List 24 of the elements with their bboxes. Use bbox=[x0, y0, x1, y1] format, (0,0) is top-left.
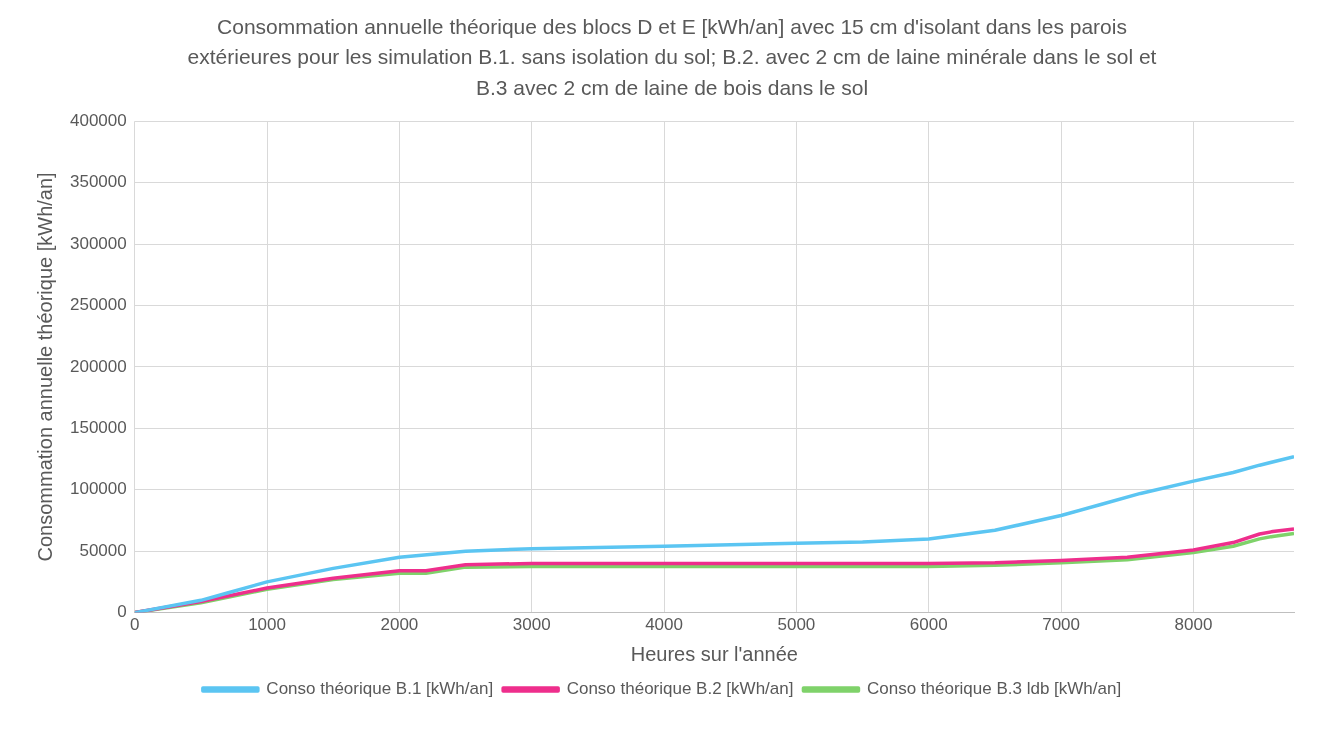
y-tick-label: 250000 bbox=[69, 295, 127, 315]
x-tick-label: 2000 bbox=[380, 615, 419, 635]
y-tick-label: 0 bbox=[117, 602, 127, 622]
legend-label: Conso théorique B.3 ldb [kWh/an] bbox=[866, 679, 1122, 699]
y-axis-title: Consommation annuelle théorique [kWh/an] bbox=[33, 172, 56, 562]
chart-title: Consommation annuelle théorique des blocs D et E [kWh/an] avec 15 cm d'isolant dans les parois extérieures pour les simulation B.1. sans isolation du sol; B.2. avec 2 cm de laine minérale dans le sol et B.3 avec 2 cm de laine de bois dans le sol bbox=[186, 14, 1158, 101]
x-axis-title: Heures sur l'année bbox=[630, 642, 798, 665]
x-tick-label: 4000 bbox=[645, 615, 683, 635]
y-tick-label: 350000 bbox=[69, 172, 127, 192]
legend-label: Conso théorique B.2 [kWh/an] bbox=[566, 679, 794, 699]
y-tick-label: 150000 bbox=[69, 418, 127, 438]
y-tick-label: 50000 bbox=[79, 541, 127, 561]
y-tick-label: 400000 bbox=[69, 111, 127, 131]
y-tick-label: 100000 bbox=[69, 479, 127, 499]
y-tick-label: 300000 bbox=[69, 234, 127, 254]
x-tick-label: 5000 bbox=[777, 615, 816, 635]
x-tick-label: 6000 bbox=[909, 615, 948, 635]
legend-label: Conso théorique B.1 [kWh/an] bbox=[266, 679, 494, 699]
x-tick-label: 3000 bbox=[512, 615, 551, 635]
x-tick-label: 0 bbox=[129, 615, 140, 635]
x-tick-label: 1000 bbox=[248, 615, 286, 635]
x-tick-label: 7000 bbox=[1042, 615, 1080, 635]
x-tick-label: 8000 bbox=[1174, 615, 1213, 635]
y-tick-label: 200000 bbox=[69, 356, 127, 376]
